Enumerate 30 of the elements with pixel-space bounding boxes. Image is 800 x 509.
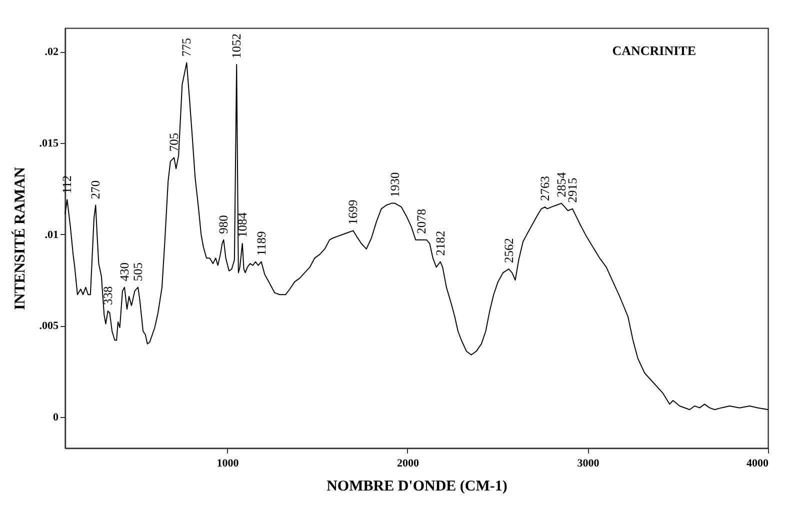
annotation: 980 bbox=[216, 215, 231, 234]
annotation: 705 bbox=[167, 132, 182, 152]
annotation: 1699 bbox=[346, 200, 360, 225]
annotation: 2078 bbox=[414, 208, 429, 234]
line-series bbox=[64, 62, 768, 410]
x-tick-label: 3000 bbox=[577, 458, 600, 470]
y-axis-title: INTENSITÉ RAMAN bbox=[11, 166, 28, 310]
annotation: 1930 bbox=[388, 172, 402, 198]
annotation: 1084 bbox=[235, 212, 250, 238]
annotation: 2763 bbox=[538, 176, 552, 201]
x-axis-title: NOMBRE D'ONDE (CM-1) bbox=[326, 478, 508, 494]
y-tick-label: .01 bbox=[44, 228, 58, 241]
annotation: 2182 bbox=[433, 230, 448, 256]
annotation: 112 bbox=[60, 175, 74, 194]
x-tick-label: 2000 bbox=[396, 458, 420, 470]
y-tick-label: 0 bbox=[53, 411, 59, 424]
annotation: 505 bbox=[131, 262, 146, 282]
y-tick-label: .02 bbox=[44, 46, 59, 58]
annotation: 2562 bbox=[502, 238, 516, 264]
y-tick-label: .015 bbox=[39, 138, 59, 150]
annotation: 270 bbox=[88, 180, 103, 200]
annotation: 338 bbox=[100, 286, 115, 306]
y-tick-label: .005 bbox=[39, 320, 59, 332]
annotation: 1052 bbox=[230, 34, 244, 59]
text: CANCRINITE bbox=[612, 43, 696, 58]
annotation: 775 bbox=[180, 38, 194, 57]
x-tick-label: 1000 bbox=[216, 458, 240, 470]
annotation: 1189 bbox=[254, 231, 268, 256]
x-tick-label: 4000 bbox=[746, 458, 769, 470]
annotation: 430 bbox=[117, 262, 132, 282]
